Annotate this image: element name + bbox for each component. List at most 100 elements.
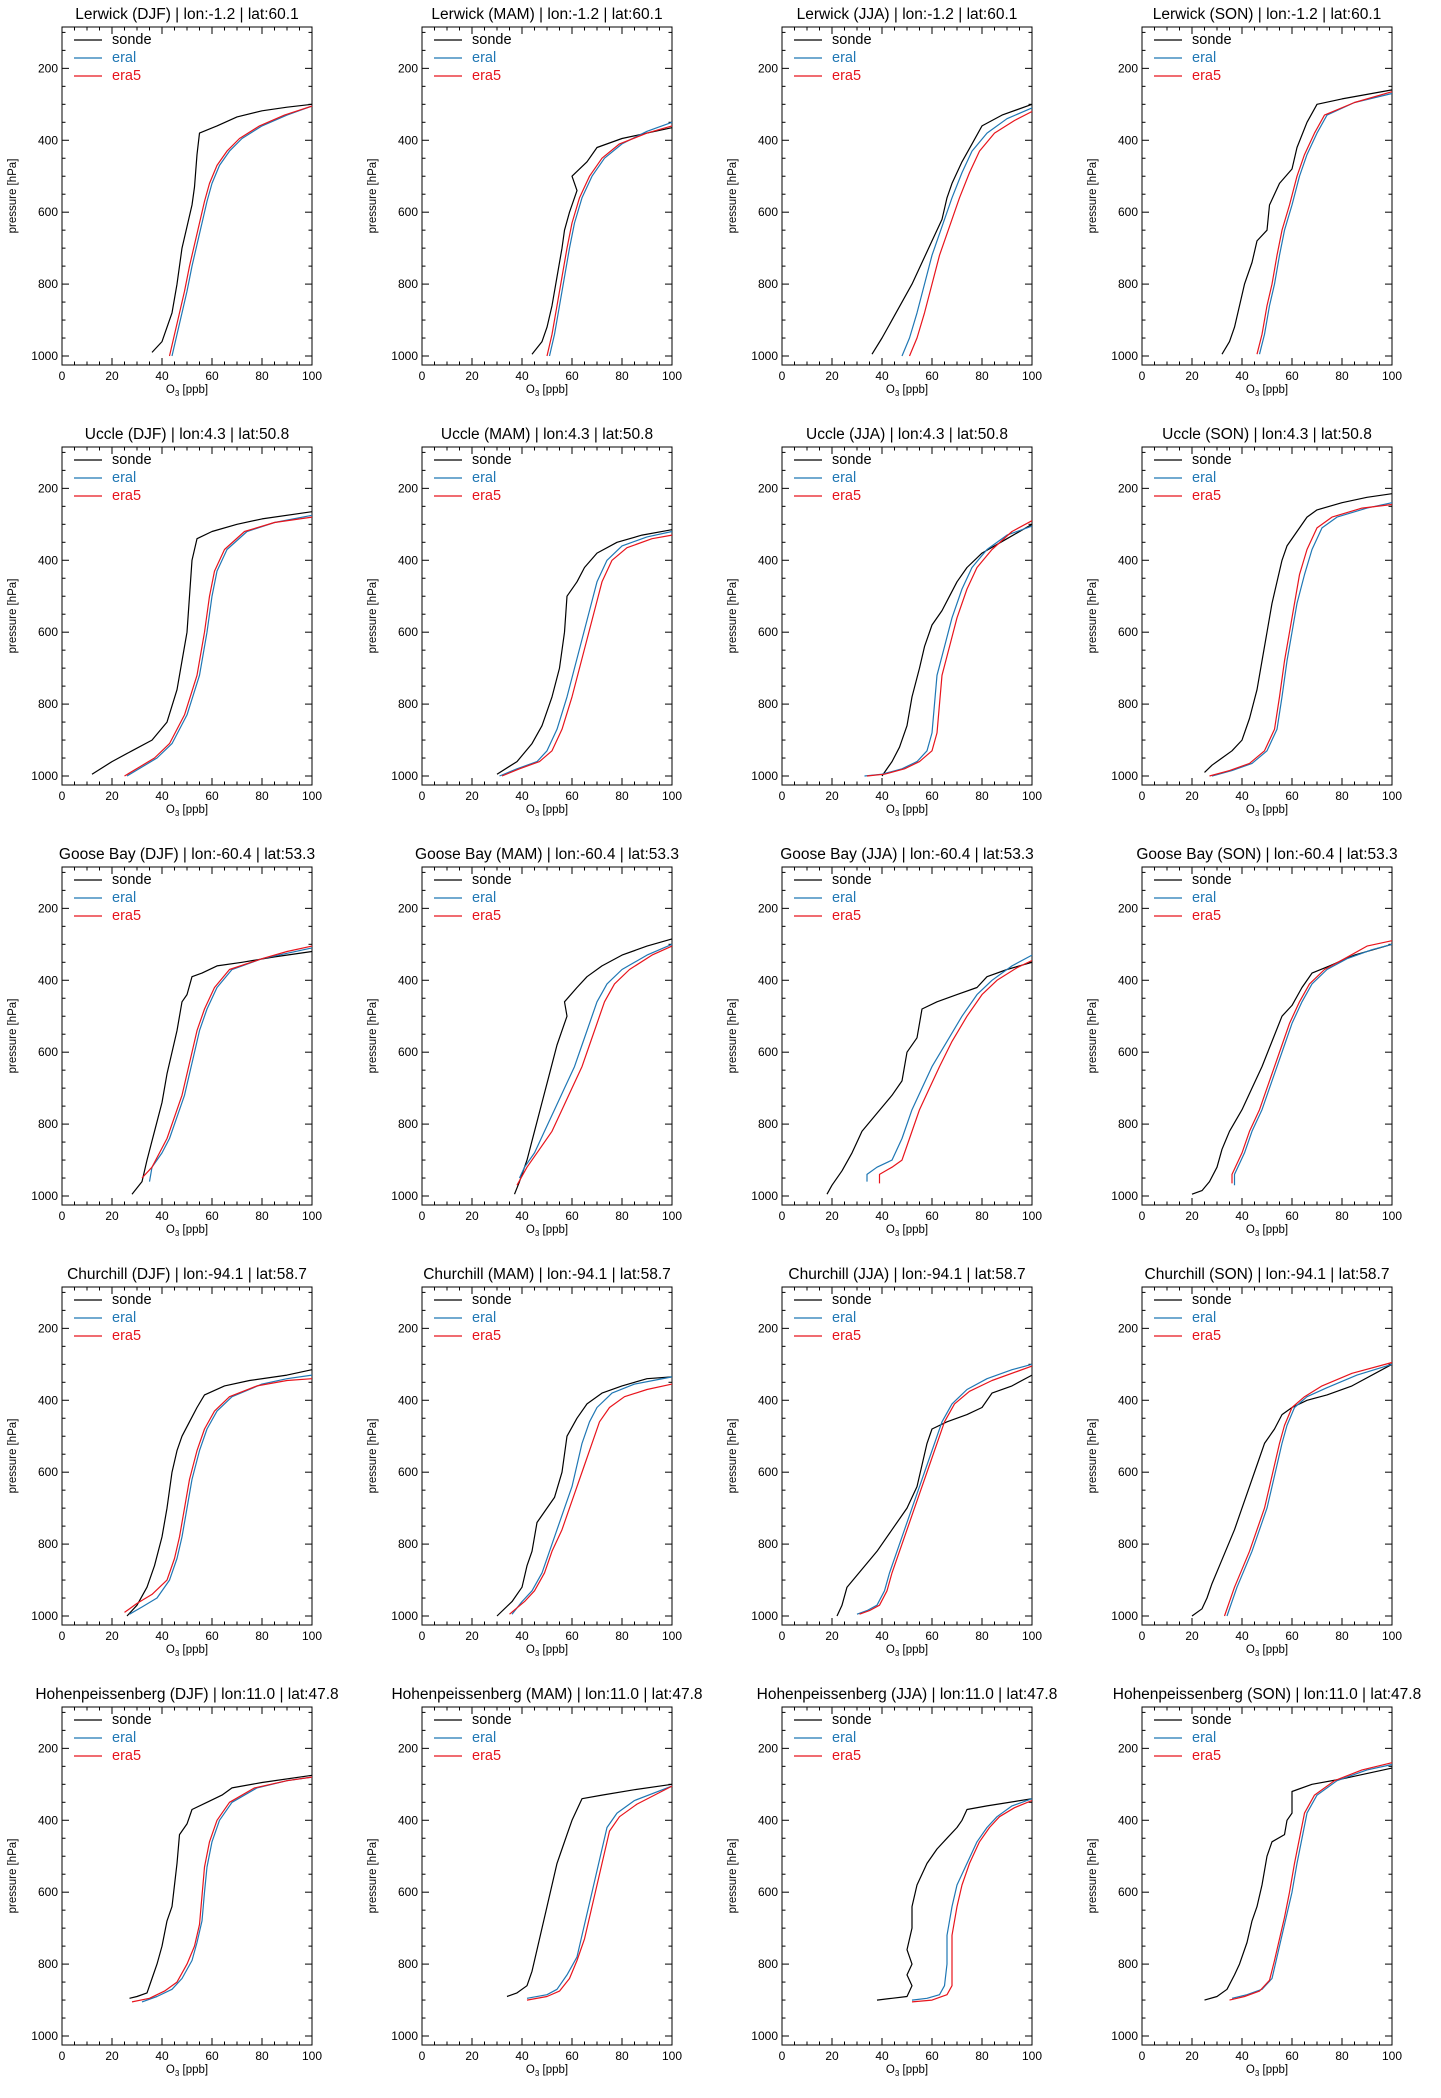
plot-frame: [1141, 1706, 1393, 2046]
x-tick-label: 60: [565, 369, 579, 383]
legend-label: era5: [472, 1328, 501, 1344]
legend-label: eral: [472, 470, 496, 486]
x-tick-label: 60: [925, 789, 939, 803]
plot-frame: [1141, 26, 1393, 366]
series-line-era5: [501, 534, 673, 777]
x-tick-label: 80: [1335, 789, 1349, 803]
legend-label: era5: [1192, 1328, 1221, 1344]
series-line-era5: [141, 945, 313, 1179]
chart-svg: Churchill (SON) | lon:-94.1 | lat:58.7 0 2…: [1087, 1266, 1402, 1658]
chart-panel: Goose Bay (DJF) | lon:-60.4 | lat:53.3 0 2…: [0, 840, 360, 1258]
chart-title: Hohenpeissenberg (DJF) | lon:11.0 | lat:…: [35, 1686, 338, 1703]
chart-panel: Churchill (SON) | lon:-94.1 | lat:58.7 0 2…: [1080, 1260, 1440, 1678]
legend-label: eral: [472, 890, 496, 906]
y-tick-label: 600: [38, 625, 58, 639]
legend-label: eral: [472, 50, 496, 66]
chart-title: Goose Bay (DJF) | lon:-60.4 | lat:53.3: [59, 846, 315, 863]
x-tick-label: 100: [1022, 1629, 1042, 1643]
x-tick-label: 0: [1139, 2049, 1146, 2063]
chart-panel: Hohenpeissenberg (SON) | lon:11.0 | lat:…: [1080, 1680, 1440, 2098]
series-line-sonde: [531, 127, 673, 355]
series-line-sonde: [881, 523, 1033, 777]
series-line-sonde: [1204, 493, 1393, 773]
chart-svg: Churchill (JJA) | lon:-94.1 | lat:58.7 0 2…: [727, 1266, 1042, 1658]
x-tick-label: 100: [662, 789, 682, 803]
x-tick-label: 20: [1185, 1209, 1199, 1223]
chart-panel: Uccle (JJA) | lon:4.3 | lat:50.8 0 20 40 60 8…: [720, 420, 1080, 838]
x-tick-label: 100: [662, 1629, 682, 1643]
series-line-sonde: [1221, 89, 1393, 355]
x-tick-label: 60: [565, 1629, 579, 1643]
y-tick-label: 600: [1118, 625, 1138, 639]
y-tick-label: 200: [398, 901, 418, 915]
x-tick-label: 20: [465, 1629, 479, 1643]
legend-label: sonde: [472, 452, 512, 468]
series-line-sonde: [129, 1774, 313, 1999]
legend-label: sonde: [472, 32, 512, 48]
series-line-sonde: [826, 961, 1033, 1195]
chart-svg: Goose Bay (SON) | lon:-60.4 | lat:53.3 0 2…: [1087, 846, 1402, 1238]
series-line-sonde: [871, 103, 1033, 355]
chart-panel: Hohenpeissenberg (JJA) | lon:11.0 | lat:…: [720, 1680, 1080, 2098]
y-tick-label: 200: [758, 481, 778, 495]
plot-frame: [781, 446, 1033, 786]
legend-label: eral: [1192, 50, 1216, 66]
series-line-sonde: [876, 1798, 1033, 2001]
chart-svg: Lerwick (MAM) | lon:-1.2 | lat:60.1 0 20 40…: [367, 6, 682, 398]
y-axis-label: pressure [hPa]: [7, 159, 19, 234]
series-line-eral: [129, 1374, 313, 1615]
chart-svg: Goose Bay (MAM) | lon:-60.4 | lat:53.3 0 2…: [367, 846, 682, 1238]
legend-label: eral: [472, 1310, 496, 1326]
x-tick-label: 40: [1235, 2049, 1249, 2063]
y-axis-label: pressure [hPa]: [7, 999, 19, 1074]
chart-panel: Churchill (JJA) | lon:-94.1 | lat:58.7 0 2…: [720, 1260, 1080, 1678]
y-tick-label: 1000: [391, 349, 418, 363]
y-axis-label: pressure [hPa]: [727, 999, 739, 1074]
y-tick-label: 1000: [391, 769, 418, 783]
x-axis-label: O3 [ppb]: [166, 384, 208, 398]
legend-label: era5: [112, 908, 141, 924]
x-axis-label: O3 [ppb]: [1246, 384, 1288, 398]
x-tick-label: 40: [1235, 1209, 1249, 1223]
y-tick-label: 800: [398, 1537, 418, 1551]
y-tick-label: 800: [1118, 1957, 1138, 1971]
chart-svg: Hohenpeissenberg (JJA) | lon:11.0 | lat:…: [727, 1686, 1057, 2078]
series-line-eral: [141, 1776, 313, 2003]
chart-title: Hohenpeissenberg (SON) | lon:11.0 | lat:…: [1113, 1686, 1421, 1703]
y-tick-label: 400: [758, 1813, 778, 1827]
x-tick-label: 20: [825, 369, 839, 383]
x-tick-label: 0: [419, 1629, 426, 1643]
chart-title: Goose Bay (MAM) | lon:-60.4 | lat:53.3: [415, 846, 679, 863]
x-tick-label: 0: [1139, 789, 1146, 803]
x-tick-label: 0: [1139, 1209, 1146, 1223]
plot-frame: [61, 866, 313, 1206]
plot-frame: [421, 1286, 673, 1626]
x-tick-label: 0: [419, 2049, 426, 2063]
x-tick-label: 0: [779, 2049, 786, 2063]
x-tick-label: 40: [155, 369, 169, 383]
y-tick-label: 600: [38, 205, 58, 219]
x-axis-label: O3 [ppb]: [166, 1644, 208, 1658]
x-tick-label: 20: [105, 789, 119, 803]
chart-svg: Goose Bay (DJF) | lon:-60.4 | lat:53.3 0 2…: [7, 846, 322, 1238]
x-tick-label: 80: [975, 2049, 989, 2063]
plot-frame: [61, 1286, 313, 1626]
legend-label: sonde: [472, 1712, 512, 1728]
chart-title: Uccle (SON) | lon:4.3 | lat:50.8: [1162, 426, 1372, 443]
y-tick-label: 1000: [751, 1609, 778, 1623]
x-tick-label: 0: [779, 1209, 786, 1223]
y-tick-label: 600: [1118, 1045, 1138, 1059]
y-tick-label: 400: [1118, 1393, 1138, 1407]
series-line-era5: [1256, 91, 1393, 355]
plot-frame: [1141, 866, 1393, 1206]
y-tick-label: 400: [38, 133, 58, 147]
y-tick-label: 1000: [751, 1189, 778, 1203]
x-tick-label: 80: [1335, 369, 1349, 383]
x-tick-label: 60: [1285, 1629, 1299, 1643]
y-tick-label: 400: [398, 553, 418, 567]
y-tick-label: 800: [398, 1957, 418, 1971]
y-tick-label: 800: [398, 277, 418, 291]
x-tick-label: 60: [565, 789, 579, 803]
plot-frame: [781, 1706, 1033, 2046]
